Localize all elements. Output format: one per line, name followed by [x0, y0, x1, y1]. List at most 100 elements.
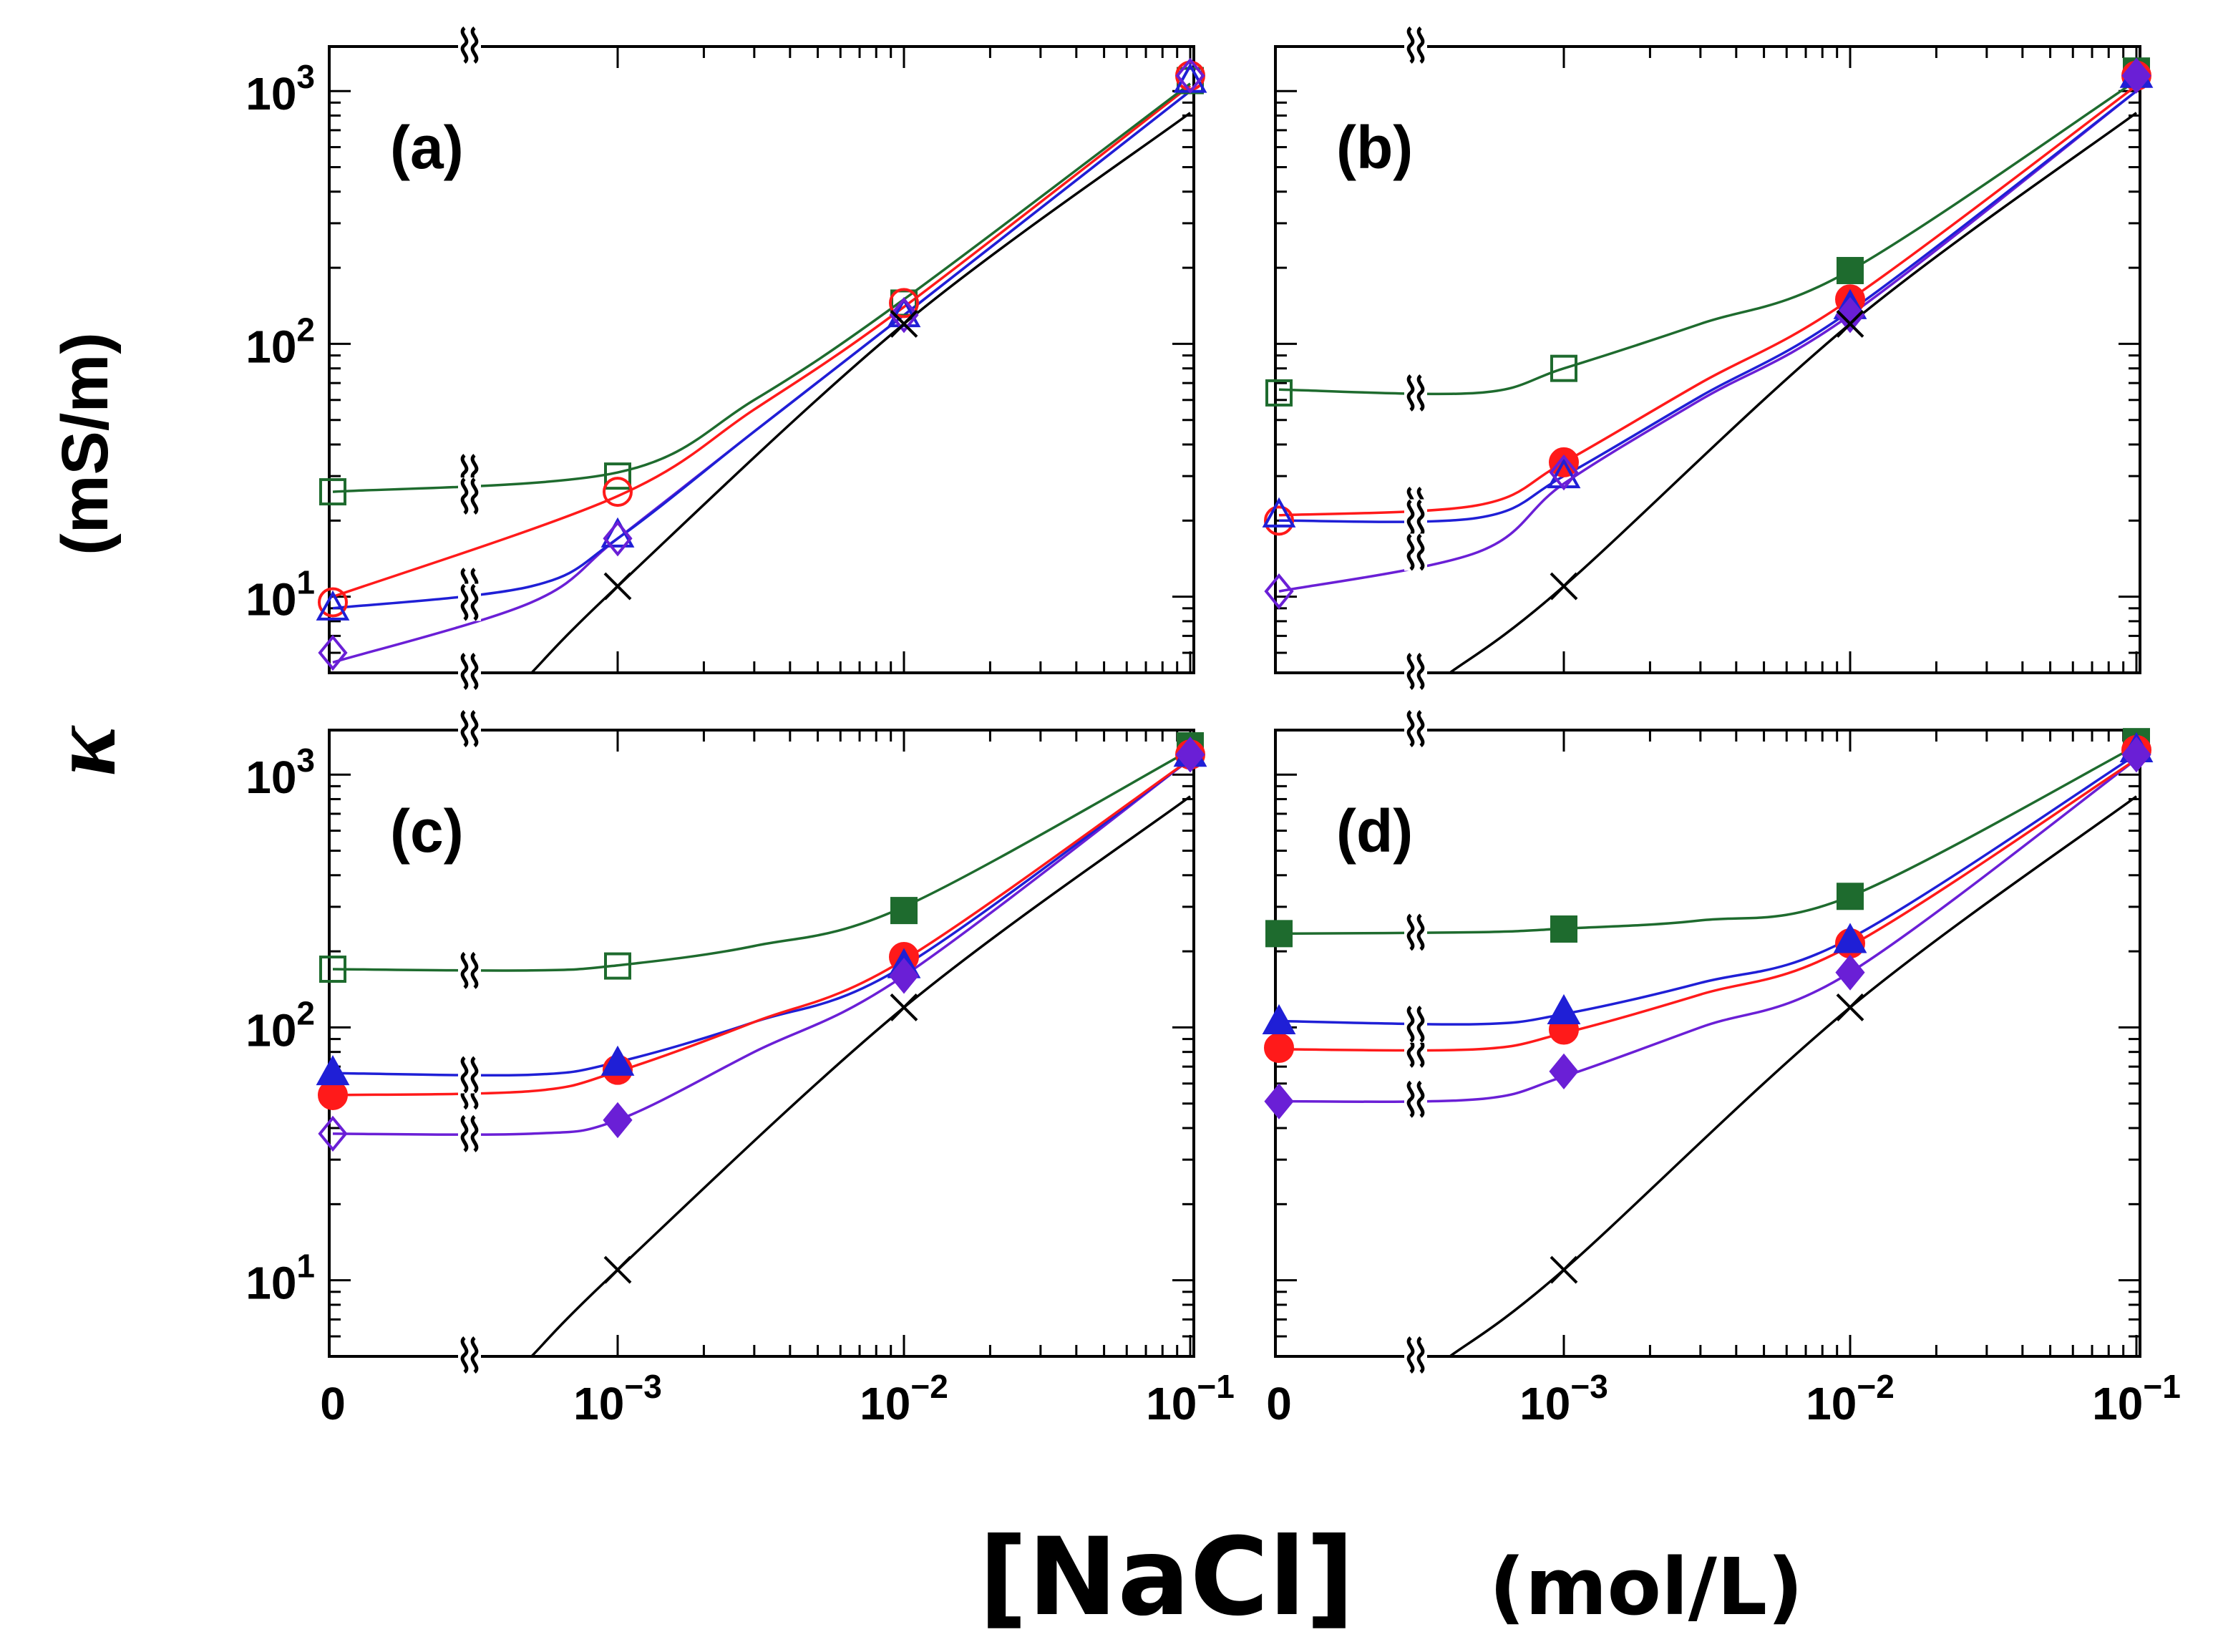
- panel-d-break-bottom-stroke: [1416, 1336, 1425, 1374]
- xtick-base: 10: [860, 1378, 910, 1429]
- xtick-base: 0: [320, 1378, 346, 1429]
- panel-d-curve-purple: [1278, 758, 2138, 1103]
- panel-a-ytick-label: 103: [245, 58, 315, 120]
- panel-a-break-purple-stroke: [460, 583, 469, 621]
- panel-b-curve-green: [1278, 79, 2137, 396]
- panel-c-break-blue-stroke: [470, 1056, 479, 1094]
- panel-c-break-purple: [458, 1114, 481, 1152]
- panel-b-break-top-stroke: [1406, 26, 1415, 64]
- ytick-exp: 1: [296, 564, 315, 601]
- panel-a-break-top-stroke: [470, 26, 479, 64]
- panel-a-break-bottom-stroke: [470, 653, 479, 690]
- panel-b-label: (b): [1336, 114, 1413, 181]
- xtick-base: 10: [1806, 1378, 1857, 1429]
- panel-c-frame: [328, 729, 1195, 1358]
- panel-c-break-top: [458, 710, 481, 747]
- panel-d-break-bottom: [1404, 1336, 1427, 1374]
- panel-a-frame: [328, 45, 1195, 674]
- ytick-base: 10: [245, 321, 296, 372]
- panel-a-ytick-label: 102: [245, 311, 315, 372]
- panel-c-break-green: [458, 951, 481, 989]
- panel-b-point-red-circle: [1264, 505, 1294, 536]
- panel-a-point-red-circle: [603, 477, 633, 507]
- panel-b-point-green-square: [1550, 354, 1577, 382]
- panel-b-point-purple-diamond: [1549, 454, 1579, 491]
- panel-a-point-purple-diamond: [1175, 57, 1205, 94]
- panel-c-break-purple-stroke: [460, 1114, 469, 1152]
- ytick-exp: 3: [296, 58, 315, 95]
- xtick-base: 0: [1266, 1378, 1292, 1429]
- ytick-exp: 1: [296, 1248, 315, 1285]
- panel-d-break-top-stroke: [1406, 710, 1415, 747]
- panel-c-label: (c): [390, 797, 464, 865]
- panel-d-break-purple-stroke: [1416, 1080, 1425, 1118]
- xtick-exp: −2: [910, 1368, 948, 1405]
- panel-d-point-purple-diamond: [1264, 1083, 1294, 1119]
- panel-b-point-black-x: [1550, 572, 1578, 601]
- ytick-base: 10: [245, 1004, 296, 1056]
- x-axis-label: [NaCl]: [978, 1515, 1354, 1640]
- panel-d-point-purple-diamond: [2121, 737, 2151, 773]
- panel-c-break-bottom-stroke: [470, 1336, 479, 1374]
- panel-b-point-purple-diamond: [2121, 57, 2151, 94]
- xtick-base: 10: [573, 1378, 624, 1429]
- panel-a-point-red-circle: [318, 587, 348, 618]
- panel-d-point-purple-diamond: [1835, 954, 1865, 991]
- panel-c-point-black-x: [890, 993, 918, 1021]
- panel-d: 0 10−3 10−2 10−1(d): [1262, 710, 2181, 1429]
- panel-a-ytick-label: 101: [245, 564, 315, 626]
- panel-b-curve-purple: [1278, 89, 2138, 593]
- panel-a-break-top: [458, 26, 481, 64]
- panel-a-break-red-stroke: [470, 477, 479, 515]
- panel-a-curve-red: [332, 84, 1192, 598]
- ytick-base: 10: [245, 1258, 296, 1309]
- panel-d-point-green-square: [1837, 883, 1864, 910]
- panel-d-break-blue: [1404, 1005, 1427, 1043]
- panel-a-point-purple-diamond: [318, 634, 348, 671]
- panel-b-frame: [1274, 45, 2141, 674]
- xtick-exp: −1: [2143, 1368, 2180, 1405]
- panel-d-break-green-stroke: [1406, 913, 1415, 951]
- xtick-base: 10: [1146, 1378, 1197, 1429]
- xtick-exp: −2: [1857, 1368, 1894, 1405]
- panel-a-label: (a): [390, 114, 464, 181]
- panel-a-curve-green: [332, 82, 1192, 493]
- panel-d-xtick-label: 10−3: [1519, 1368, 1608, 1429]
- panel-d-xtick-label: 10−1: [2092, 1368, 2181, 1429]
- panel-a-point-green-square: [319, 478, 346, 506]
- panel-d-curve-blue: [1278, 753, 2137, 1026]
- panel-c-point-purple-diamond: [889, 958, 919, 994]
- panel-c-break-bottom-stroke: [460, 1336, 469, 1374]
- panel-d-break-top-stroke: [1416, 710, 1425, 747]
- panel-b-curve-black: [1449, 112, 2138, 674]
- panel-b-break-green-stroke: [1416, 374, 1425, 412]
- panel-b-point-black-x: [1836, 310, 1864, 338]
- panel-d-break-green-stroke: [1416, 913, 1425, 951]
- panel-d-curve-red: [1278, 758, 2137, 1052]
- panel-d-point-black-x: [1550, 1255, 1578, 1284]
- ytick-exp: 2: [296, 994, 315, 1031]
- panel-c-break-green-stroke: [470, 951, 479, 989]
- y-axis-title: κ (mS/m): [32, 332, 135, 776]
- panel-c-point-green-square: [319, 956, 346, 983]
- panel-a-break-red: [458, 477, 481, 515]
- panel-b-point-green-square: [1265, 379, 1293, 407]
- panel-d-break-purple: [1404, 1080, 1427, 1118]
- panel-c-xtick-label: 10−3: [573, 1368, 662, 1429]
- panel-b-break-blue-stroke: [1406, 499, 1415, 537]
- panel-d-break-purple-stroke: [1406, 1080, 1415, 1118]
- panel-d-break-blue-stroke: [1416, 1005, 1425, 1043]
- panel-d-point-green-square: [1550, 915, 1577, 943]
- panel-a-break-bottom: [458, 653, 481, 690]
- panel-c-xtick-label: 10−2: [860, 1368, 948, 1429]
- panel-a-point-purple-diamond: [603, 520, 633, 557]
- panel-c-break-top-stroke: [460, 710, 469, 747]
- panel-c-ytick-label: 103: [245, 742, 315, 803]
- panel-b-break-bottom: [1404, 653, 1427, 690]
- ytick-exp: 2: [296, 311, 315, 348]
- panel-c-break-purple-stroke: [470, 1114, 479, 1152]
- panel-b-break-blue: [1404, 499, 1427, 537]
- panel-b-break-blue-stroke: [1416, 499, 1425, 537]
